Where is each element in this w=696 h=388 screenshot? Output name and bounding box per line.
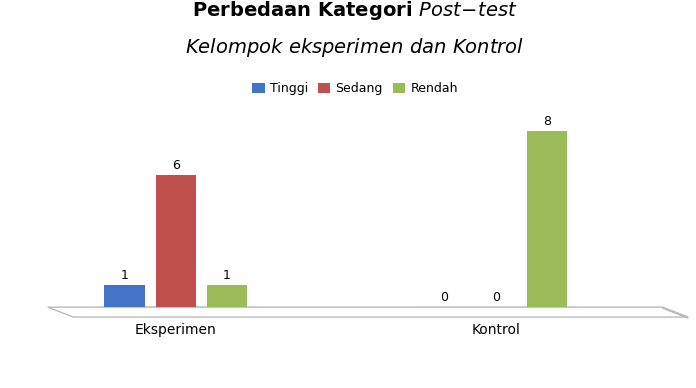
Polygon shape bbox=[663, 307, 688, 318]
Legend: Tinggi, Sedang, Rendah: Tinggi, Sedang, Rendah bbox=[247, 77, 463, 100]
Text: 6: 6 bbox=[172, 159, 180, 172]
Text: 8: 8 bbox=[543, 115, 551, 128]
Bar bbox=[207, 285, 247, 307]
Bar bbox=[527, 131, 567, 307]
Text: 1: 1 bbox=[223, 269, 231, 282]
Text: 0: 0 bbox=[441, 291, 449, 305]
Text: 0: 0 bbox=[492, 291, 500, 305]
Title: Perbedaan Kategori $\mathbf{\it{Post\!-\!test}}$
$\mathit{Kelompok\ eksperimen\ : Perbedaan Kategori $\mathbf{\it{Post\!-\… bbox=[185, 0, 525, 59]
Text: 1: 1 bbox=[120, 269, 128, 282]
Polygon shape bbox=[97, 307, 300, 310]
Bar bbox=[155, 175, 196, 307]
Bar bbox=[104, 285, 145, 307]
Polygon shape bbox=[418, 307, 620, 310]
Polygon shape bbox=[47, 307, 688, 317]
